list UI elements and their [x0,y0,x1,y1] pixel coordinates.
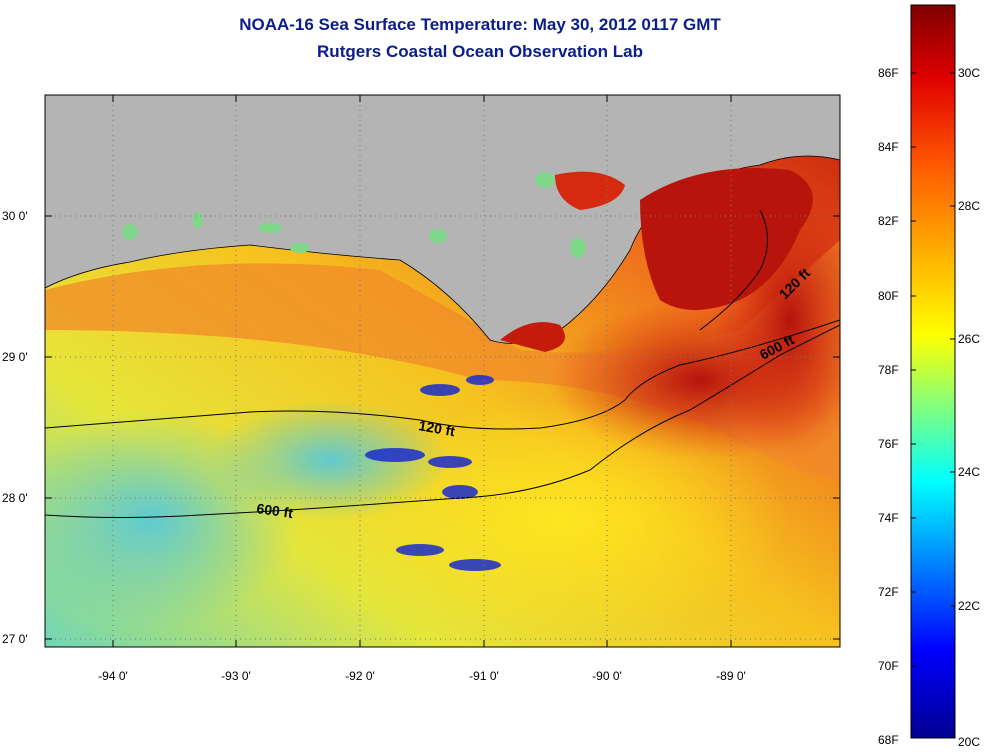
celsius-label: 20C [958,735,980,749]
cold-eddies [365,375,501,571]
central-cool-region [210,400,450,520]
colorbar-fahrenheit-labels: 86F 84F 82F 80F 78F 76F 74F 72F 70F 68F [878,66,899,747]
fahrenheit-label: 74F [878,511,899,525]
axis-ticks [45,95,840,647]
fahrenheit-label: 84F [878,140,899,154]
isobath-120ft-east [699,209,768,331]
lon-label: -94 0' [98,669,128,683]
barataria-warm-bay [640,168,813,310]
lon-label: -90 0' [592,669,622,683]
map-plot-area [45,95,840,647]
fahrenheit-label: 72F [878,585,899,599]
celsius-label: 24C [958,465,980,479]
lat-label: 28 0' [2,491,28,505]
inland-lakes [122,172,586,258]
fahrenheit-label: 78F [878,363,899,377]
terrebonne-warm-bay [500,322,565,352]
lon-label: -89 0' [716,669,746,683]
warm-shelf-region [45,240,840,480]
lon-label: -93 0' [221,669,251,683]
fahrenheit-label: 70F [878,659,899,673]
celsius-label: 30C [958,66,980,80]
temperature-colorbar [910,4,956,739]
colorbar-ticks [911,72,955,667]
isobath-120ft-offshore [45,319,840,430]
fahrenheit-label: 82F [878,214,899,228]
contour-label-120ft-offshore: 120 ft [417,417,456,439]
map-frame [44,94,841,648]
colorbar-celsius-labels: 30C 28C 26C 24C 22C 20C [958,66,980,749]
fahrenheit-label: 86F [878,66,899,80]
celsius-label: 28C [958,199,980,213]
isobath-600ft [45,324,840,518]
longitude-labels: -94 0' -93 0' -92 0' -91 0' -90 0' -89 0… [98,669,746,683]
map-title: NOAA-16 Sea Surface Temperature: May 30,… [239,15,721,34]
latitude-labels: 30 0' 29 0' 28 0' 27 0' [2,209,28,646]
map-subtitle: Rutgers Coastal Ocean Observation Lab [317,42,643,61]
lat-lon-grid [45,95,840,647]
contour-label-600ft-west: 600 ft [256,500,295,521]
celsius-label: 26C [958,332,980,346]
lon-label: -92 0' [345,669,375,683]
lat-label: 27 0' [2,632,28,646]
fahrenheit-label: 76F [878,437,899,451]
lat-label: 29 0' [2,350,28,364]
lat-label: 30 0' [2,209,28,223]
celsius-label: 22C [958,599,980,613]
fahrenheit-label: 68F [878,733,899,747]
lon-label: -91 0' [469,669,499,683]
fahrenheit-label: 80F [878,289,899,303]
